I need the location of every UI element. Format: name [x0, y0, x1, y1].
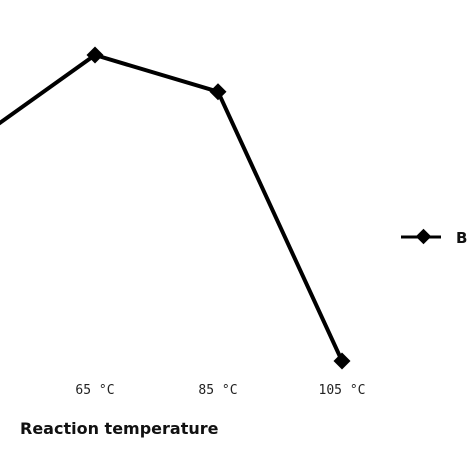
data-point-1 — [86, 46, 104, 64]
legend: B — [401, 228, 467, 247]
data-point-3 — [333, 352, 351, 370]
data-point-2 — [209, 83, 227, 101]
series-line-b — [0, 53, 344, 362]
legend-label: B — [456, 229, 467, 247]
series-layer — [0, 46, 351, 370]
x-tick-label-2: 85 °C — [198, 383, 237, 398]
x-tick-label-3: 105 °C — [319, 383, 366, 398]
legend-point-marker — [415, 228, 432, 245]
x-tick-label-1: 65 °C — [75, 383, 114, 398]
x-axis-label: Reaction temperature — [20, 419, 219, 438]
x-tick-labels: 65 °C 85 °C 105 °C — [75, 383, 365, 398]
